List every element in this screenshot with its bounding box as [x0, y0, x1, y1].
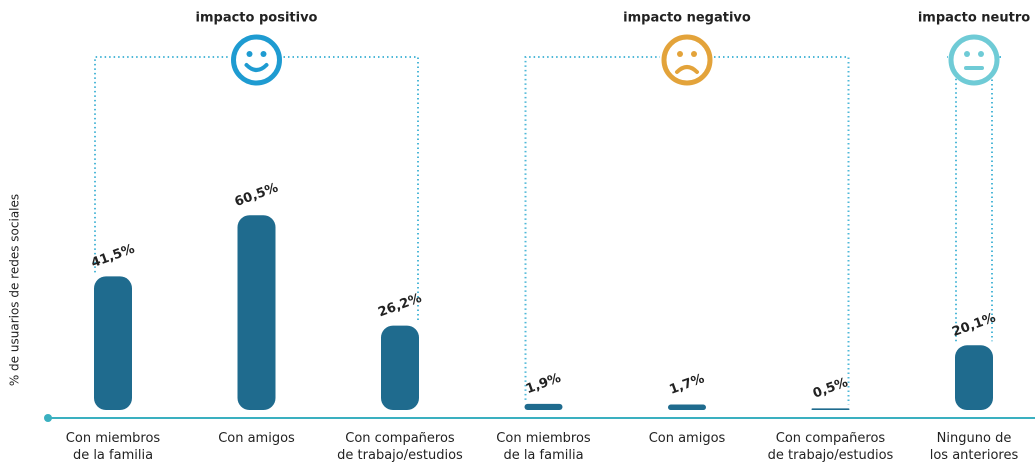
- group-bracket: [94, 56, 419, 322]
- face-eye: [691, 51, 697, 57]
- value-label: 1,9%: [524, 371, 563, 397]
- x-tick-label: Con compañeros de trabajo/estudios: [337, 431, 463, 463]
- bar: [955, 345, 993, 410]
- value-label: 1,7%: [667, 371, 706, 397]
- face: [948, 34, 1000, 86]
- value-label: 60,5%: [233, 180, 281, 210]
- face-eye: [246, 51, 253, 57]
- face-eye: [978, 51, 984, 57]
- face: [231, 34, 282, 86]
- x-tick-label: Con amigos: [218, 431, 295, 446]
- face-eye: [260, 51, 267, 57]
- face-mouth: [244, 63, 269, 72]
- value-label: 0,5%: [811, 375, 850, 401]
- bar: [94, 276, 132, 410]
- face: [661, 34, 713, 86]
- bar: [237, 215, 276, 410]
- value-label: 20,1%: [950, 311, 998, 341]
- y-axis-label: % de usuarios de redes sociales: [8, 194, 22, 386]
- bar: [811, 408, 850, 410]
- x-tick-label: Ninguno de los anteriores: [929, 431, 1019, 463]
- group-label: impacto neutro: [918, 11, 1030, 26]
- x-tick-label: Con miembros de la familia: [65, 431, 161, 463]
- x-tick-label: Con compañeros de trabajo/estudios: [767, 431, 894, 463]
- value-label: 26,2%: [376, 291, 424, 321]
- value-label: 41,5%: [89, 242, 137, 272]
- bar: [524, 403, 563, 410]
- x-tick-label: Con amigos: [648, 431, 726, 446]
- axis-dot: [44, 414, 52, 422]
- face-eye: [964, 51, 970, 57]
- bar: [668, 404, 706, 410]
- group-label: impacto negativo: [623, 11, 751, 26]
- bar: [381, 325, 419, 410]
- face-mouth: [675, 65, 699, 74]
- group-label: impacto positivo: [196, 11, 318, 26]
- x-tick-label: Con miembros de la familia: [496, 431, 591, 463]
- group-bracket: [524, 56, 850, 405]
- face-eye: [677, 51, 683, 57]
- group-bracket: [947, 56, 1001, 342]
